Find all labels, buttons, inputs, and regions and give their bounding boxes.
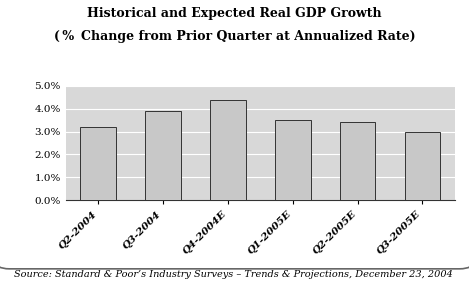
Bar	[80, 127, 116, 200]
Text: ( %  Change from Prior Quarter at Annualized Rate): ( % Change from Prior Quarter at Annuali…	[53, 30, 416, 43]
Text: Source: Standard & Poor’s Industry Surveys – Trends & Projections, December 23, : Source: Standard & Poor’s Industry Surve…	[14, 270, 453, 279]
Bar	[145, 111, 181, 200]
Bar	[210, 100, 246, 200]
Bar	[340, 122, 376, 200]
Text: Historical and Expected Real GDP Growth: Historical and Expected Real GDP Growth	[87, 7, 382, 20]
Bar	[275, 120, 310, 200]
Bar	[405, 132, 440, 200]
